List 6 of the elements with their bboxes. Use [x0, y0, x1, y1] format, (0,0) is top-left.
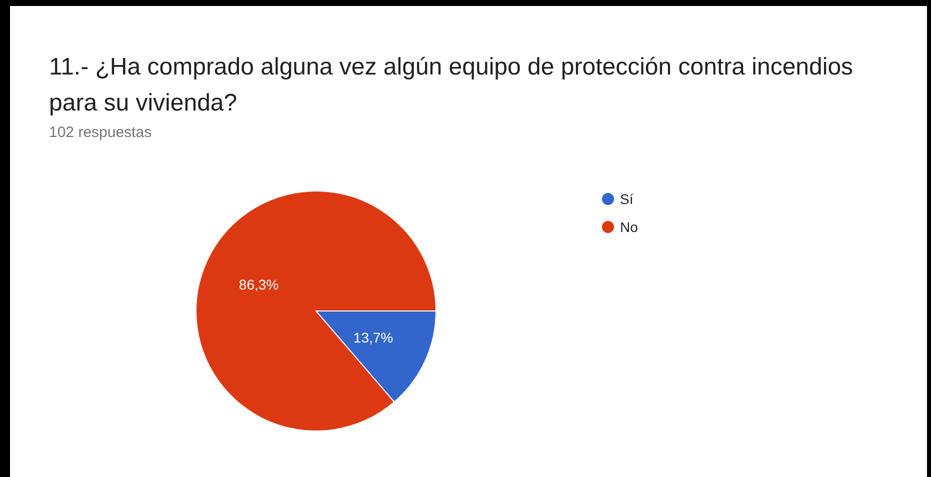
legend-label: Sí: [620, 191, 634, 207]
data-label: 13,7%: [353, 329, 394, 346]
chart-title: 11.- ¿Ha comprado alguna vez algún equipo de protección contra incendios para su vivienda?: [49, 54, 860, 116]
data-label: 86,3%: [238, 276, 279, 293]
chart-subtitle: 102 respuestas: [49, 124, 152, 141]
legend-label: No: [620, 219, 638, 235]
